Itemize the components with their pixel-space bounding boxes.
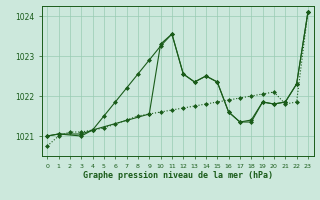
X-axis label: Graphe pression niveau de la mer (hPa): Graphe pression niveau de la mer (hPa) xyxy=(83,171,273,180)
